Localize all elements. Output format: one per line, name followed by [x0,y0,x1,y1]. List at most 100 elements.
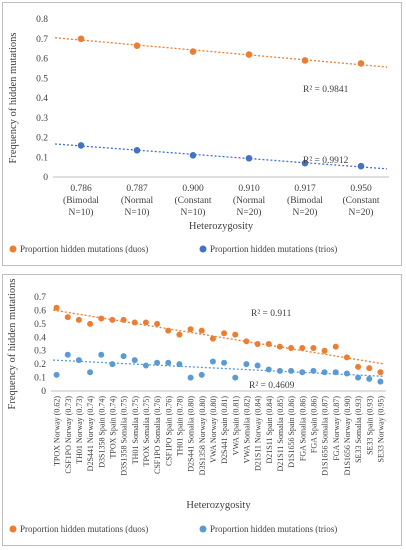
data-point [75,357,82,364]
data-point [165,359,172,366]
data-point [276,343,283,350]
x-tick-label: D2S441 Norway (0.74) [86,396,95,472]
data-point [98,351,105,358]
data-point [133,147,141,154]
x-axis-title: Heterozygosity [186,500,251,511]
data-point [131,319,138,326]
y-tick-label: 0.8 [36,15,48,25]
x-tick-label: (Bimodal [287,195,323,206]
legend-label: Proportion hidden mutations (trios) [210,524,337,534]
data-point [343,354,350,361]
x-tick-label: SE33 Spain (0.93) [365,396,374,455]
x-tick-label: N=10) [181,207,206,218]
data-point [53,371,60,378]
data-point [343,370,350,377]
data-point [154,359,161,366]
data-point [245,154,253,162]
data-point [187,326,194,333]
data-point [187,374,194,381]
trendline-0 [54,37,388,68]
x-tick-label: D1S1656 Somalia (0.87) [321,396,330,476]
y-tick-label: 0.6 [34,306,46,316]
data-point [377,369,384,376]
x-tick-label: 0.787 [126,184,148,194]
y-tick-label: 0.6 [36,55,48,65]
y-tick-label: 0.5 [36,74,48,84]
x-tick-label: TPOX Spain (0.74) [108,396,117,459]
data-point [301,57,309,64]
legend-label: Proportion hidden mutations (duos) [20,244,148,254]
data-point [189,151,197,159]
x-tick-label: 0.786 [70,184,92,194]
data-point [321,369,328,376]
data-point [176,361,183,368]
x-tick-label: SE33 Norway (0.95) [376,396,385,463]
x-tick-label: D2S441 Somalia (0.80) [187,396,196,472]
data-point [245,51,253,58]
legend-label: Proportion hidden mutations (duos) [20,524,148,534]
data-point [355,374,362,381]
data-point [176,331,183,338]
x-tick-label: TPOX Somalia (0.75) [142,396,151,467]
x-tick-label: (Bimodal [63,195,99,206]
data-point [221,330,228,337]
x-tick-label: TH01 Spain (0.78) [175,396,184,457]
x-tick-label: (Constant [175,195,212,206]
x-tick-label: 0.900 [182,184,204,194]
data-point [221,359,228,366]
y-tick-label: 0.3 [36,114,48,124]
data-point [232,374,239,381]
data-point [332,369,339,376]
x-tick-label: D21S11 Norway (0.84) [254,396,263,471]
x-tick-label: D3S1358 Norway (0.80) [198,396,207,476]
x-tick-label: (Normal [233,195,266,206]
data-point [120,353,127,360]
x-tick-label: VWA Somalia (0.82) [242,396,251,464]
x-tick-label: N=20) [293,207,318,218]
y-tick-label: 0.5 [34,320,46,330]
x-tick-label: N=20) [349,207,374,218]
data-point [133,42,141,49]
x-tick-label: TPOX Norway (0.62) [53,396,62,466]
x-tick-label: D3S1358 Somalia (0.75) [120,396,129,476]
data-point [243,361,250,368]
data-point [142,319,149,326]
y-tick-label: 0.1 [34,374,46,384]
data-point [77,35,85,43]
x-tick-label: D21S11 Somalia (0.85) [276,396,285,472]
data-point [87,320,94,327]
data-point [276,367,283,374]
x-tick-label: CSF1PO Norway (0.73) [64,396,73,474]
data-point [357,60,365,67]
top-chart-panel: 0 0.1 0.2 0.3 0.4 0.5 0.6 0.7 0.8 Frequency of hi… [2,2,402,266]
x-tick-label: D21S11 Spain (0.84) [265,396,274,464]
y-tick-label: 0.7 [36,35,48,45]
data-point [321,347,328,354]
x-axis-title: Heterozygosity [189,221,254,232]
data-point [53,304,60,311]
legend-marker [199,525,207,533]
y-tick-label: 0.4 [34,333,46,343]
data-point [288,367,295,374]
data-point [189,48,197,55]
x-tick-label: D2S441 Spain (0.81) [220,396,229,464]
x-tick-label: VWA Spain (0.81) [231,396,240,456]
data-point [232,331,239,338]
data-point [75,316,82,323]
x-tick-label: N=10) [125,207,150,218]
x-tick-label: (Constant [343,195,380,206]
y-axis-title: Frequency of hidden mutations [7,279,18,410]
x-tick-label: SE33 Somalia (0.93) [354,396,363,463]
data-point [98,315,105,322]
x-tick-label: D3S1358 Spain (0.74) [97,396,106,468]
data-point [357,162,365,170]
x-tick-label: FGA Norway (0.87) [332,396,341,461]
data-point [254,341,261,347]
data-point [198,371,205,378]
data-point [366,375,373,382]
data-point [355,363,362,370]
data-point [120,316,127,323]
y-tick-label: 0 [41,387,46,397]
x-tick-label: 0.917 [294,184,316,194]
data-point [299,345,306,352]
